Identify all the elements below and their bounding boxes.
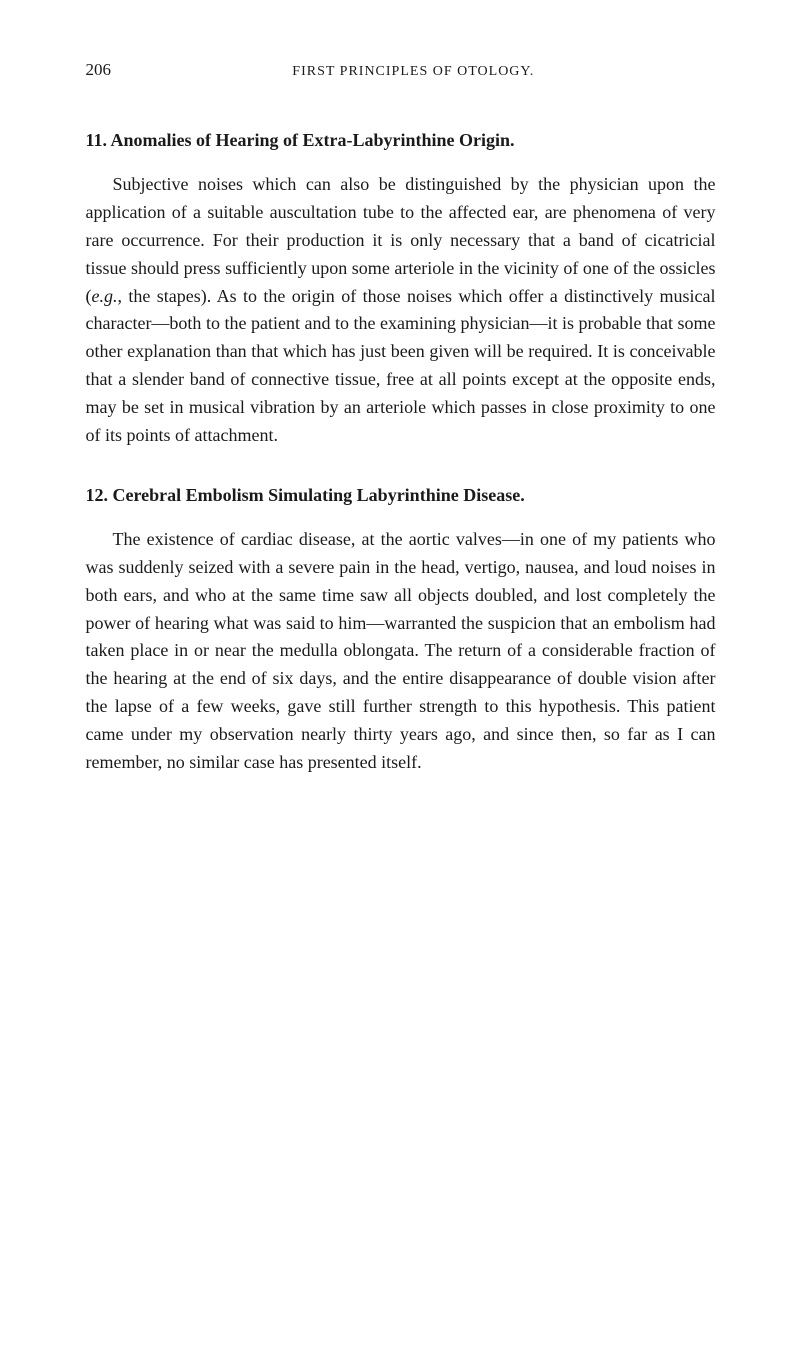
section-11-body-em: e.g. — [92, 286, 118, 306]
section-11-body-post: , the stapes). As to the origin of those… — [86, 286, 716, 445]
section-11-heading: 11. Anomalies of Hearing of Extra-Labyri… — [86, 130, 716, 151]
section-12-body: The existence of cardiac disease, at the… — [86, 526, 716, 777]
running-title: FIRST PRINCIPLES OF OTOLOGY. — [111, 64, 716, 80]
page-number: 206 — [86, 60, 112, 80]
section-12-heading: 12. Cerebral Embolism Simulating Labyrin… — [86, 485, 716, 506]
page-container: 206 FIRST PRINCIPLES OF OTOLOGY. 11. Ano… — [86, 60, 716, 812]
page-header: 206 FIRST PRINCIPLES OF OTOLOGY. — [86, 60, 716, 80]
section-11-body: Subjective noises which can also be dist… — [86, 171, 716, 450]
